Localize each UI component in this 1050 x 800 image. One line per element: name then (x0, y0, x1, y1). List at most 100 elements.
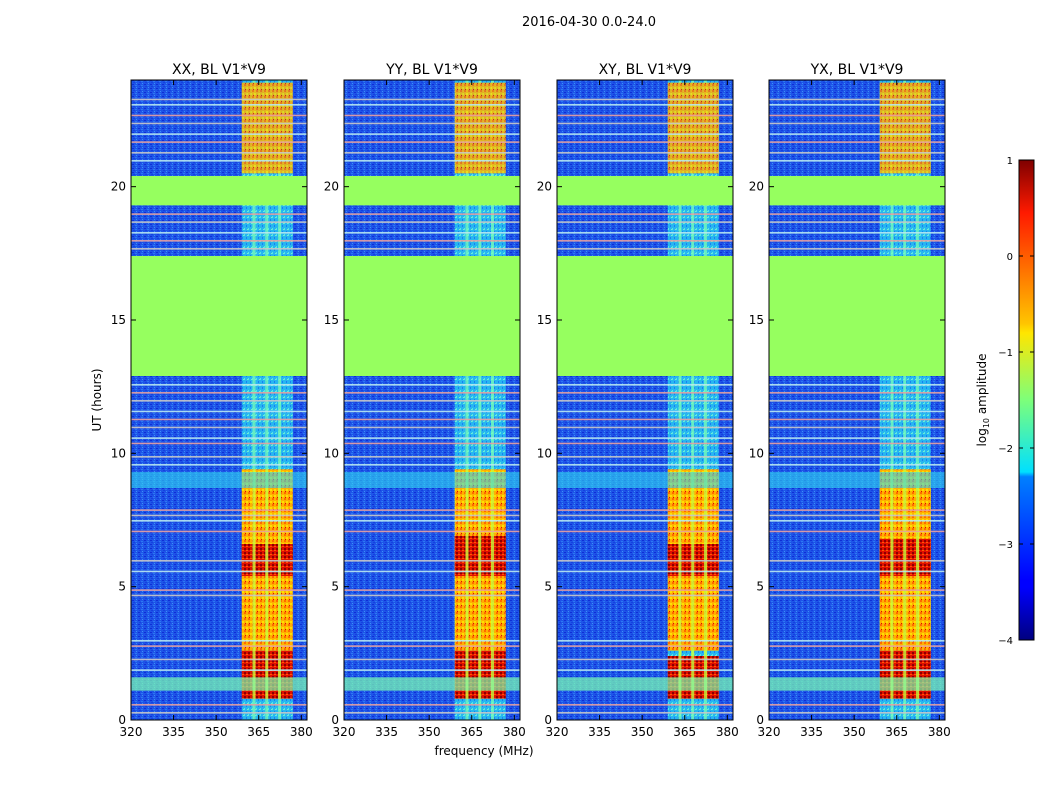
flagged-line (344, 669, 520, 671)
flagged-line (344, 530, 520, 533)
x-tick-label: 365 (885, 725, 908, 739)
flagged-line (769, 509, 945, 511)
flagged-line (344, 240, 520, 242)
flagged-line (131, 514, 307, 517)
flagged-line (557, 658, 733, 661)
flagged-line (131, 437, 307, 439)
channel-stripe (691, 469, 695, 699)
flagged-line (344, 213, 520, 215)
flagged-line (131, 98, 307, 101)
flagged-line (131, 232, 307, 234)
flagged-block (344, 256, 520, 376)
flagged-line (557, 589, 733, 591)
flagged-line (557, 704, 733, 706)
flagged-line (557, 400, 733, 402)
channel-stripe (465, 469, 469, 699)
y-tick-label: 10 (111, 446, 126, 460)
colorbar-tick-label: −3 (998, 540, 1013, 551)
flagged-line (557, 418, 733, 421)
flagged-line (557, 426, 733, 429)
flagged-line (557, 248, 733, 250)
flagged-line (344, 141, 520, 143)
x-tick-label: 335 (375, 725, 398, 739)
flagged-line (769, 213, 945, 215)
y-tick-label: 15 (537, 313, 552, 327)
panel-xx: XX, BL V1*V9 320 335 350 365 380 0 5 10 15 20 (111, 62, 313, 739)
x-tick-label: 335 (162, 725, 185, 739)
x-tick-label: 350 (843, 725, 866, 739)
x-tick-label: 320 (333, 725, 356, 739)
flagged-line (344, 520, 520, 522)
flagged-line (769, 221, 945, 223)
flagged-line (344, 384, 520, 386)
flagged-line (344, 221, 520, 223)
flagged-line (557, 392, 733, 394)
flagged-line (344, 594, 520, 597)
flagged-line (131, 570, 307, 573)
x-tick-label: 320 (546, 725, 569, 739)
flagged-line (769, 122, 945, 125)
channel-stripe (478, 469, 482, 699)
broadband-feature (344, 677, 520, 691)
flagged-line (557, 152, 733, 154)
y-tick-label: 0 (118, 713, 126, 727)
y-tick-label: 0 (331, 713, 339, 727)
panel-title: XX, BL V1*V9 (172, 62, 266, 78)
flagged-line (769, 560, 945, 562)
y-tick-label: 15 (324, 313, 339, 327)
colorbar-ticks: 1 0 −1 −2 −3 −4 (998, 156, 1034, 647)
panel-frame (556, 79, 734, 721)
flagged-line (557, 437, 733, 439)
flagged-block (131, 176, 307, 206)
flagged-line (769, 160, 945, 162)
panel-xy: XY, BL V1*V9 320 335 350 365 380 0 5 10 15 20 (537, 62, 739, 739)
broadband-feature (557, 472, 733, 488)
flagged-line (344, 98, 520, 101)
flagged-line (131, 114, 307, 117)
flagged-line (131, 712, 307, 714)
flagged-line (131, 530, 307, 533)
flagged-line (769, 114, 945, 117)
emission-region (879, 82, 931, 174)
y-tick-label: 10 (749, 446, 764, 460)
flagged-line (344, 589, 520, 591)
x-tick-label: 335 (588, 725, 611, 739)
flagged-line (557, 530, 733, 533)
flagged-line (344, 456, 520, 458)
flagged-line (131, 589, 307, 591)
flagged-line (769, 248, 945, 250)
flagged-line (557, 410, 733, 413)
flagged-line (131, 645, 307, 647)
flagged-line (131, 213, 307, 215)
flagged-line (769, 232, 945, 234)
flagged-line (557, 645, 733, 647)
flagged-line (557, 114, 733, 117)
flagged-line (344, 104, 520, 106)
flagged-line (557, 240, 733, 242)
flagged-line (769, 640, 945, 642)
flagged-line (769, 98, 945, 101)
x-tick-label: 320 (758, 725, 781, 739)
flagged-line (557, 594, 733, 597)
emission-region (241, 82, 293, 174)
flagged-line (131, 248, 307, 250)
flagged-line (557, 509, 733, 511)
flagged-line (344, 392, 520, 394)
flagged-line (131, 122, 307, 125)
flagged-line (557, 560, 733, 562)
flagged-line (769, 442, 945, 445)
y-tick-label: 10 (537, 446, 552, 460)
colorbar-gradient (1018, 159, 1035, 641)
flagged-line (557, 221, 733, 223)
flagged-line (131, 509, 307, 511)
flagged-line (769, 712, 945, 714)
y-axis-label: UT (hours) (90, 368, 104, 431)
flagged-line (344, 442, 520, 445)
flagged-line (557, 442, 733, 445)
flagged-line (557, 122, 733, 125)
flagged-line (344, 410, 520, 413)
flagged-line (131, 456, 307, 458)
flagged-line (557, 213, 733, 215)
broadband-feature (557, 677, 733, 691)
channel-stripe (903, 469, 907, 699)
